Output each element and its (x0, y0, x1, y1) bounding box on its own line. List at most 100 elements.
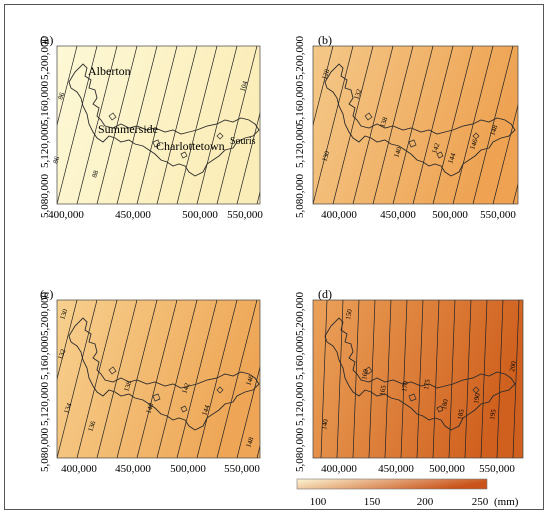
isoline (480, 300, 488, 458)
contour-label: 148 (244, 436, 255, 449)
isoline (57, 46, 98, 204)
legend-tick: 250 (472, 496, 489, 508)
isoline (368, 300, 376, 458)
y-tick: 5,200,000 (39, 36, 51, 81)
legend-tick: 150 (364, 496, 381, 508)
contour-label: 195 (488, 408, 498, 420)
axis-ticks-d: 400,000 450,000 500,000 550,000 5,080,00… (294, 292, 515, 476)
contour-label: 136 (86, 420, 97, 433)
y-tick: 5,200,000 (294, 36, 306, 81)
y-tick: 5,160,000 (294, 81, 306, 126)
isoline (57, 46, 78, 127)
contour-label: 130 (58, 308, 69, 321)
axis-ticks-b: 400,000 450,000 500,000 550,000 5,080,00… (294, 36, 516, 222)
isoline (176, 300, 218, 458)
panel-a: (a) Alberton Summerside Charlottetown So… (40, 33, 261, 205)
contour-label: 138 (122, 380, 133, 393)
isoline (332, 46, 374, 204)
isoline (116, 300, 158, 458)
contour-label: 86 (51, 155, 61, 165)
panel-b-label: (b) (318, 33, 332, 47)
panel-b: (b) 128 130 132 138 140 142 144 146 148 (312, 33, 550, 205)
isoline (256, 190, 260, 204)
inlet (180, 151, 188, 159)
isoline (432, 46, 474, 204)
isoline (545, 300, 550, 458)
contour-label: 175 (422, 378, 432, 390)
isoline (176, 46, 218, 204)
inlet (216, 386, 224, 394)
x-tick: 400,000 (321, 209, 357, 221)
isoline (136, 300, 178, 458)
x-tick: 450,000 (115, 209, 151, 221)
coastline (68, 317, 260, 431)
contour-label: 148 (488, 124, 499, 137)
legend-tick: 200 (417, 496, 434, 508)
isoline (400, 300, 408, 458)
isoline (57, 46, 58, 48)
inlet (472, 132, 480, 140)
contour-label: 200 (508, 360, 518, 372)
isoline (216, 300, 258, 458)
inlet (436, 151, 444, 159)
isoline (76, 46, 118, 204)
contour-label: 140 (144, 402, 155, 415)
panel-c-label: (c) (40, 287, 53, 301)
coastline (68, 63, 260, 177)
isoline (452, 46, 494, 204)
inlet (216, 132, 224, 140)
isoline (136, 46, 178, 204)
y-tick: 5,160,000 (39, 81, 51, 126)
place-souris: Souris (230, 136, 256, 147)
legend-tick: 100 (310, 496, 327, 508)
inlet (152, 139, 161, 148)
contour-label: 144 (200, 404, 211, 417)
panel-c-map-area (56, 299, 261, 459)
isoline (96, 300, 138, 458)
isoline (57, 300, 98, 458)
contour-label: 180 (440, 398, 450, 410)
inlet (436, 405, 444, 413)
isoline (216, 46, 258, 204)
inlet (108, 112, 117, 121)
legend-color-bar (296, 478, 488, 490)
panel-b-map-area (312, 45, 519, 205)
isoline (472, 46, 514, 204)
isoline (496, 300, 504, 458)
inlet (408, 139, 417, 148)
contour-label: 138 (378, 116, 389, 129)
isoline (384, 300, 392, 458)
y-tick: 5,160,000 (294, 336, 306, 381)
isoline (533, 46, 550, 204)
isoline (416, 300, 424, 458)
axis-ticks-c: 400,000 450,000 500,000 550,000 5,080,00… (39, 292, 260, 476)
x-tick: 450,000 (115, 463, 151, 475)
isoline (412, 46, 454, 204)
inlet (364, 366, 373, 375)
panel-d-isolines (320, 300, 550, 458)
isoline (392, 46, 434, 204)
y-tick: 5,080,000 (294, 428, 306, 473)
x-tick: 450,000 (380, 209, 416, 221)
isoline (57, 300, 58, 302)
figure-frame (4, 4, 544, 510)
contour-label: 146 (468, 138, 479, 151)
legend-unit: (mm) (494, 496, 519, 508)
contour-label: 134 (62, 402, 73, 415)
contour-label: 150 (344, 308, 354, 320)
place-alberton: Alberton (88, 64, 131, 78)
contour-label: 140 (320, 418, 330, 430)
x-tick: 550,000 (224, 463, 260, 475)
axis-ticks-a: 400,000 450,000 500,000 550,000 5,080,00… (39, 36, 263, 222)
x-tick: 550,000 (479, 463, 515, 475)
y-tick: 5,120,000 (39, 124, 51, 169)
y-tick: 5,080,000 (294, 174, 306, 219)
y-tick: 5,120,000 (294, 124, 306, 169)
contour-label: 128 (320, 68, 331, 81)
panel-c-coastline (68, 317, 260, 431)
contour-label: 165 (378, 384, 388, 396)
panel-c: (c) 130 132 134 136 138 140 142 144 146 … (40, 287, 261, 459)
x-tick: 550,000 (227, 209, 263, 221)
x-tick: 500,000 (170, 463, 206, 475)
contour-label: 160 (360, 368, 370, 380)
